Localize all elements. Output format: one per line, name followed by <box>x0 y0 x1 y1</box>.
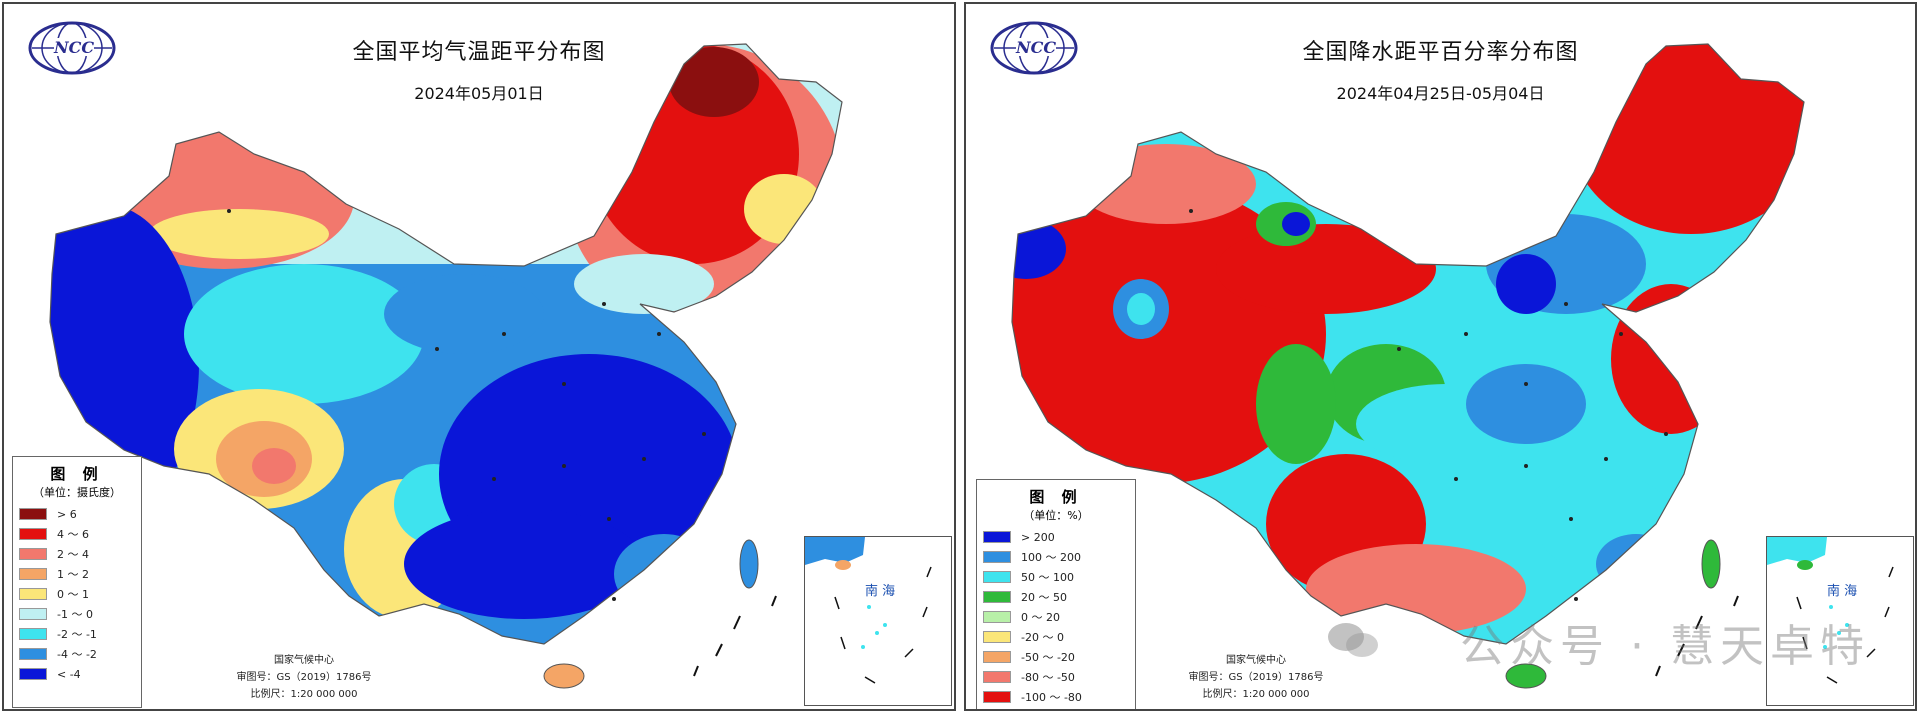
svg-text:NCC: NCC <box>1015 38 1056 57</box>
legend-label: -100 ～ -80 <box>1021 691 1082 704</box>
legend-swatch <box>983 691 1011 703</box>
south-china-sea-inset: 南 海 <box>1766 536 1914 706</box>
legend-item: > 6 <box>13 504 141 524</box>
legend-item: 1 ～ 2 <box>13 564 141 584</box>
map-title: 全国平均气温距平分布图 <box>352 40 606 65</box>
legend-swatch <box>983 531 1011 543</box>
legend-label: 20 ～ 50 <box>1021 591 1067 604</box>
precipitation-anomaly-panel: NCC 全国降水距平百分率分布图 2024年04月25日-05月04日 <box>964 2 1917 711</box>
legend-label: -50 ～ -20 <box>1021 651 1075 664</box>
footer-org: 国家气候中心 <box>1226 655 1286 666</box>
map-date: 2024年05月01日 <box>414 84 544 103</box>
legend-label: -80 ～ -50 <box>1021 671 1075 684</box>
legend-swatch <box>19 608 47 620</box>
legend-swatch <box>983 611 1011 623</box>
legend-label: -20 ～ 0 <box>1021 631 1064 644</box>
legend-swatch <box>19 568 47 580</box>
map-footer: 国家气候中心 审图号：GS（2019）1786号 比例尺：1:20 000 00… <box>204 652 404 703</box>
legend-item: -20 ～ 0 <box>977 627 1135 647</box>
legend-item: 20 ～ 50 <box>977 587 1135 607</box>
legend-title: 图 例 <box>50 465 104 483</box>
legend-swatch <box>983 651 1011 663</box>
legend-label: 1 ～ 2 <box>57 568 89 581</box>
legend-swatch <box>983 671 1011 683</box>
legend-label: 50 ～ 100 <box>1021 571 1074 584</box>
legend-swatch <box>19 508 47 520</box>
legend-item: -4 ～ -2 <box>13 644 141 664</box>
map-footer: 国家气候中心 审图号：GS（2019）1786号 比例尺：1:20 000 00… <box>1156 652 1356 703</box>
precipitation-legend: 图 例 （单位：%） > 200 100 ～ 200 50 ～ 100 20 ～ 50… <box>976 479 1136 709</box>
footer-map-number: 审图号：GS（2019）1786号 <box>1188 672 1324 683</box>
ncc-logo-icon: NCC <box>28 21 116 75</box>
legend-swatch <box>983 551 1011 563</box>
temperature-anomaly-panel: NCC 全国平均气温距平分布图 2024年05月01日 <box>2 2 956 711</box>
legend-swatch <box>19 528 47 540</box>
legend-swatch <box>19 668 47 680</box>
legend-label: < -4 <box>57 667 81 681</box>
legend-title: 图 例 <box>1029 488 1083 506</box>
south-china-sea-inset: 南 海 <box>804 536 952 706</box>
legend-item: > 200 <box>977 527 1135 547</box>
legend-label: -2 ～ -1 <box>57 628 97 641</box>
legend-item: -1 ～ 0 <box>13 604 141 624</box>
footer-scale: 比例尺：1:20 000 000 <box>1202 689 1310 700</box>
legend-item: 0 ～ 1 <box>13 584 141 604</box>
legend-item: -80 ～ -50 <box>977 667 1135 687</box>
legend-swatch <box>983 591 1011 603</box>
legend-label: 0 ～ 20 <box>1021 611 1060 624</box>
svg-text:NCC: NCC <box>53 38 94 57</box>
temperature-anomaly-map <box>49 43 843 689</box>
footer-org: 国家气候中心 <box>274 655 334 666</box>
legend-label: 4 ～ 6 <box>57 528 89 541</box>
legend-label: 0 ～ 1 <box>57 588 89 601</box>
footer-map-number: 审图号：GS（2019）1786号 <box>236 672 372 683</box>
legend-item: -100 ～ -80 <box>977 687 1135 707</box>
temperature-legend: 图 例 （单位：摄氏度） > 6 4 ～ 6 2 ～ 4 1 ～ 2 0 ～ 1 -1 ～… <box>12 456 142 708</box>
watermark-text: 公众号 · 慧天卓特 <box>1460 621 1870 672</box>
legend-unit: （单位：摄氏度） <box>33 486 121 499</box>
legend-label: 100 ～ 200 <box>1021 551 1081 564</box>
ncc-logo-icon: NCC <box>990 21 1078 75</box>
inset-map: 南 海 <box>805 537 932 684</box>
legend-swatch <box>19 648 47 660</box>
legend-item: < -4 <box>13 664 141 684</box>
legend-label: > 6 <box>57 507 77 521</box>
svg-text:南 海: 南 海 <box>1827 583 1857 599</box>
precipitation-anomaly-map <box>1011 43 1805 689</box>
legend-swatch <box>983 631 1011 643</box>
map-date: 2024年04月25日-05月04日 <box>1336 84 1545 103</box>
footer-scale: 比例尺：1:20 000 000 <box>250 689 358 700</box>
legend-swatch <box>19 588 47 600</box>
legend-label: -4 ～ -2 <box>57 648 97 661</box>
wechat-icon <box>1328 623 1378 657</box>
legend-item: 100 ～ 200 <box>977 547 1135 567</box>
legend-item: 4 ～ 6 <box>13 524 141 544</box>
map-title: 全国降水距平百分率分布图 <box>1302 40 1579 65</box>
legend-unit: （单位：%） <box>1023 509 1089 522</box>
inset-map: 南 海 <box>1767 537 1894 684</box>
legend-item: -2 ～ -1 <box>13 624 141 644</box>
legend-swatch <box>19 628 47 640</box>
legend-item: 0 ～ 20 <box>977 607 1135 627</box>
legend-label: > 200 <box>1021 530 1055 544</box>
svg-text:南 海: 南 海 <box>865 583 895 599</box>
legend-label: -1 ～ 0 <box>57 608 93 621</box>
legend-swatch <box>19 548 47 560</box>
legend-item: 2 ～ 4 <box>13 544 141 564</box>
legend-label: 2 ～ 4 <box>57 548 89 561</box>
legend-swatch <box>983 571 1011 583</box>
legend-item: -50 ～ -20 <box>977 647 1135 667</box>
legend-item: 50 ～ 100 <box>977 567 1135 587</box>
